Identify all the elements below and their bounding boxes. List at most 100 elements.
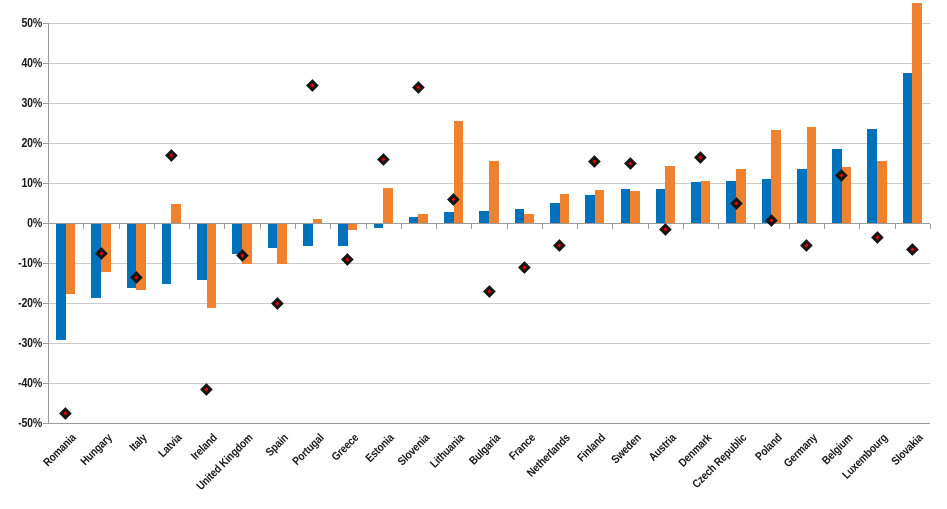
bar-orange-slovakia — [912, 3, 922, 223]
diamond-marker-core — [204, 386, 210, 392]
gridline — [48, 303, 930, 304]
diamond-marker-core — [451, 197, 457, 203]
diamond-marker-core — [521, 264, 527, 270]
diamond-marker-finland — [588, 154, 602, 168]
bar-blue-france — [514, 209, 525, 223]
bar-orange-denmark — [700, 181, 711, 223]
diamond-marker-bulgaria — [482, 284, 496, 298]
category-axis-tick — [48, 224, 49, 229]
bar-orange-bulgaria — [489, 161, 499, 223]
diamond-marker-romania — [59, 406, 72, 420]
category-axis-tick — [577, 224, 579, 229]
diamond-marker-germany — [800, 238, 813, 252]
bar-blue-greece — [338, 224, 348, 246]
bar-blue-spain — [267, 224, 278, 248]
bar-blue-germany — [796, 169, 807, 223]
category-axis-tick — [294, 224, 296, 229]
x-label-italy: Italy — [127, 432, 150, 454]
category-axis-tick — [118, 224, 120, 229]
diamond-marker-core — [133, 274, 139, 280]
diamond-marker-core — [274, 300, 280, 306]
bar-orange-italy — [136, 224, 146, 290]
x-label-slovakia: Slovakia — [889, 432, 926, 468]
gridline — [48, 263, 930, 264]
x-label-bulgaria: Bulgaria — [466, 432, 503, 468]
diamond-marker-core — [168, 153, 175, 159]
x-label-portugal: Portugal — [290, 432, 327, 468]
y-tick-label: 30% — [21, 96, 42, 110]
diamond-marker-latvia — [165, 149, 178, 163]
bar-blue-poland — [761, 179, 772, 223]
bar-orange-finland — [594, 189, 605, 223]
bar-blue-denmark — [691, 181, 701, 223]
category-axis-tick — [436, 224, 438, 229]
y-axis-tick — [43, 263, 48, 264]
diamond-marker-core — [909, 246, 915, 252]
bar-orange-romania — [65, 224, 76, 294]
category-axis-tick — [894, 224, 896, 229]
bar-blue-sweden — [620, 189, 631, 223]
diamond-marker-core — [486, 288, 492, 294]
bar-blue-belgium — [832, 149, 842, 223]
category-axis-tick — [788, 224, 790, 229]
diamond-marker-luxembourg — [870, 230, 884, 244]
category-axis-tick — [153, 224, 155, 229]
diamond-marker-spain — [271, 296, 284, 310]
category-axis-tick — [259, 224, 261, 229]
diamond-marker-core — [310, 82, 316, 88]
category-axis-tick — [400, 224, 402, 229]
diamond-marker-netherlands — [553, 238, 566, 252]
diamond-marker-estonia — [376, 152, 390, 166]
bar-blue-lithuania — [444, 211, 454, 223]
y-tick-label: 0% — [27, 216, 42, 230]
gridline — [48, 23, 930, 24]
category-axis-tick — [330, 224, 332, 229]
diamond-marker-core — [733, 201, 739, 207]
bar-blue-bulgaria — [479, 211, 489, 223]
y-axis-tick — [43, 303, 48, 304]
diamond-marker-core — [768, 217, 774, 223]
x-label-greece: Greece — [329, 432, 362, 464]
category-axis-tick — [647, 224, 649, 229]
diamond-marker-austria — [659, 222, 672, 236]
x-label-lithuania: Lithuania — [428, 432, 468, 471]
y-axis-tick — [43, 383, 48, 384]
bar-blue-slovakia — [902, 73, 913, 223]
x-label-estonia: Estonia — [363, 432, 397, 465]
x-label-germany: Germany — [782, 432, 821, 470]
y-axis-tick — [43, 23, 48, 24]
diamond-marker-core — [415, 85, 421, 91]
diamond-marker-core — [627, 160, 633, 166]
category-axis-tick — [506, 224, 508, 229]
bar-blue-ireland — [197, 224, 207, 280]
bar-orange-france — [524, 213, 534, 223]
diamond-marker-slovenia — [412, 81, 425, 95]
diamond-marker-core — [874, 234, 880, 240]
bar-orange-austria — [665, 166, 675, 223]
bar-orange-luxembourg — [877, 161, 887, 223]
x-label-finland: Finland — [575, 432, 609, 465]
diamond-marker-denmark — [694, 150, 707, 164]
bar-orange-hungary — [100, 224, 111, 272]
diamond-marker-core — [345, 256, 351, 262]
bottom-axis-line — [48, 423, 930, 424]
y-tick-label: -50% — [18, 416, 42, 430]
diamond-marker-core — [98, 250, 104, 256]
bar-orange-lithuania — [453, 121, 464, 223]
x-label-france: France — [507, 432, 538, 463]
x-label-ireland: Ireland — [189, 432, 221, 463]
gridline — [48, 343, 930, 344]
diamond-marker-core — [803, 242, 810, 248]
gridline — [48, 103, 930, 104]
diamond-marker-core — [557, 242, 563, 248]
bar-orange-slovenia — [418, 213, 429, 223]
category-axis-tick — [541, 224, 543, 229]
bar-orange-united-kingdom — [242, 224, 252, 264]
x-label-romania: Romania — [41, 432, 80, 470]
diamond-marker-core — [380, 156, 386, 162]
y-tick-label: -30% — [18, 336, 42, 350]
diamond-marker-slovakia — [906, 242, 919, 256]
y-tick-label: 50% — [21, 16, 42, 30]
category-axis-tick — [683, 224, 685, 229]
category-axis-tick — [612, 224, 614, 229]
